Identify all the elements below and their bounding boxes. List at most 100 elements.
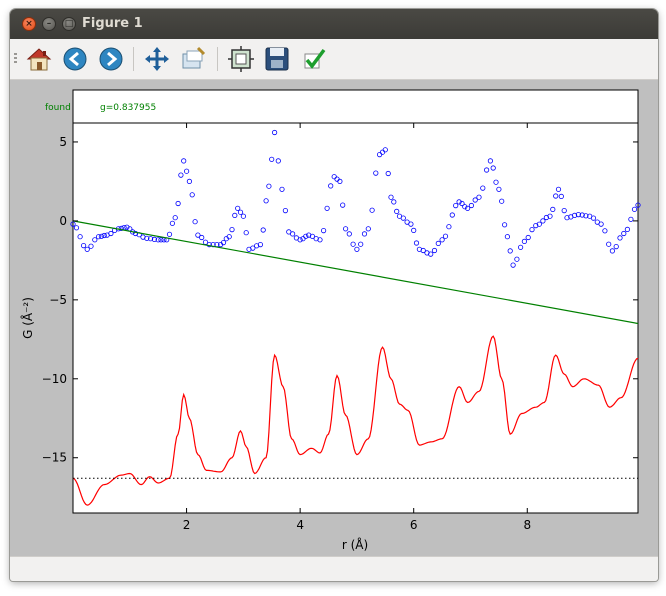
- observed-data-point: [235, 205, 241, 211]
- figure-window: × – □ Figure 1: [10, 9, 658, 581]
- subplots-button[interactable]: [226, 44, 256, 74]
- back-button[interactable]: [60, 44, 90, 74]
- observed-data-point: [324, 205, 330, 211]
- observed-data-point: [547, 213, 553, 219]
- observed-data-point: [350, 241, 356, 247]
- observed-data-point: [184, 168, 190, 174]
- observed-data-point: [243, 230, 249, 236]
- observed-data-point: [420, 247, 426, 254]
- x-tick-label: 4: [296, 518, 304, 532]
- observed-data-point: [70, 221, 76, 227]
- legend-g-value: g=0.837955: [100, 103, 156, 113]
- observed-data-point: [613, 244, 619, 250]
- observed-data-point: [169, 220, 175, 226]
- observed-data-point: [361, 231, 368, 237]
- observed-data-point: [365, 226, 371, 232]
- observed-data-point: [583, 213, 589, 219]
- observed-data-point: [237, 209, 244, 215]
- move-arrows-icon: [145, 47, 169, 71]
- observed-data-point: [624, 226, 631, 232]
- close-icon: ×: [25, 19, 33, 29]
- observed-data-point: [178, 172, 184, 178]
- observed-data-point: [279, 186, 285, 192]
- observed-data-point: [388, 194, 394, 200]
- observed-data-point: [289, 231, 296, 237]
- observed-data-point: [510, 262, 516, 268]
- observed-data-point: [320, 228, 327, 234]
- figure-canvas[interactable]: found g=0.837955 2 4 6 8 5 0 −5 −10 −15 r (Å) G …: [10, 80, 658, 557]
- observed-data-point: [493, 179, 499, 185]
- observed-data-point: [411, 227, 417, 233]
- observed-data-point: [257, 242, 263, 248]
- observed-data-point: [337, 178, 343, 185]
- save-button[interactable]: [262, 44, 292, 74]
- observed-data-point: [155, 237, 161, 243]
- observed-data-point: [553, 193, 559, 199]
- y-tick-label: 0: [59, 214, 67, 228]
- observed-data-point: [151, 236, 157, 242]
- observed-data-point: [468, 202, 474, 209]
- observed-data-point: [602, 228, 608, 234]
- home-icon: [26, 48, 52, 71]
- x-tick-label: 8: [523, 518, 531, 532]
- observed-data-point: [501, 222, 508, 228]
- observed-data-point: [101, 232, 107, 239]
- edit-button[interactable]: [298, 44, 328, 74]
- observed-data-point: [456, 199, 462, 205]
- observed-data-point: [487, 158, 493, 164]
- minimize-window-button[interactable]: –: [42, 17, 56, 31]
- observed-data-point: [166, 231, 173, 237]
- observed-data-point: [490, 165, 496, 171]
- observed-data-point: [309, 233, 315, 239]
- observed-data-point: [504, 234, 510, 240]
- x-axis-label: r (Å): [342, 537, 368, 552]
- observed-data-point: [480, 185, 486, 191]
- observed-data-point: [459, 200, 465, 207]
- observed-data-point: [446, 224, 452, 230]
- observed-data-point: [266, 183, 272, 189]
- observed-data-point: [394, 208, 400, 214]
- title-bar[interactable]: × – □ Figure 1: [10, 9, 658, 39]
- observed-data-point: [621, 230, 627, 237]
- observed-data-point: [413, 240, 420, 246]
- close-window-button[interactable]: ×: [22, 17, 36, 31]
- observed-data-point: [186, 178, 192, 185]
- y-tick-label: −5: [49, 293, 67, 307]
- observed-data-point: [428, 251, 434, 257]
- y-tick-label: −10: [42, 372, 67, 386]
- observed-data-point: [96, 234, 102, 240]
- observed-data-point: [499, 198, 505, 204]
- plot-axes: [72, 122, 639, 514]
- observed-data-point: [369, 207, 375, 213]
- difference-curve: [72, 335, 639, 506]
- observed-data-point: [408, 221, 414, 227]
- observed-data-point: [442, 233, 449, 239]
- navigation-toolbar: [10, 39, 658, 80]
- observed-data-point: [464, 205, 471, 211]
- zoom-button[interactable]: [178, 44, 208, 74]
- observed-data-point: [525, 234, 531, 241]
- axis-ticks: 2 4 6 8 5 0 −5 −10 −15: [42, 123, 638, 532]
- observed-data-point: [148, 236, 154, 242]
- observed-data-point: [303, 233, 309, 239]
- observed-data-point: [195, 232, 201, 238]
- plot-svg: found g=0.837955 2 4 6 8 5 0 −5 −10 −15 r (Å) G …: [20, 89, 641, 552]
- observed-data-point: [232, 212, 238, 218]
- y-tick-label: −15: [42, 451, 67, 465]
- home-button[interactable]: [24, 44, 54, 74]
- observed-data-point: [561, 208, 567, 214]
- maximize-window-button[interactable]: □: [62, 17, 76, 31]
- floppy-disk-icon: [265, 47, 289, 71]
- x-tick-label: 6: [410, 518, 418, 532]
- toolbar-grip-icon[interactable]: [14, 53, 17, 65]
- forward-button[interactable]: [96, 44, 126, 74]
- pan-button[interactable]: [142, 44, 172, 74]
- observed-data-point: [431, 247, 438, 254]
- observed-data-point: [550, 206, 556, 212]
- observed-data-point: [373, 170, 379, 176]
- observed-data-point: [340, 202, 346, 208]
- maximize-icon: □: [64, 19, 74, 29]
- observed-data-point: [269, 156, 275, 162]
- observed-data-point: [628, 216, 634, 222]
- observed-data-point: [226, 234, 232, 240]
